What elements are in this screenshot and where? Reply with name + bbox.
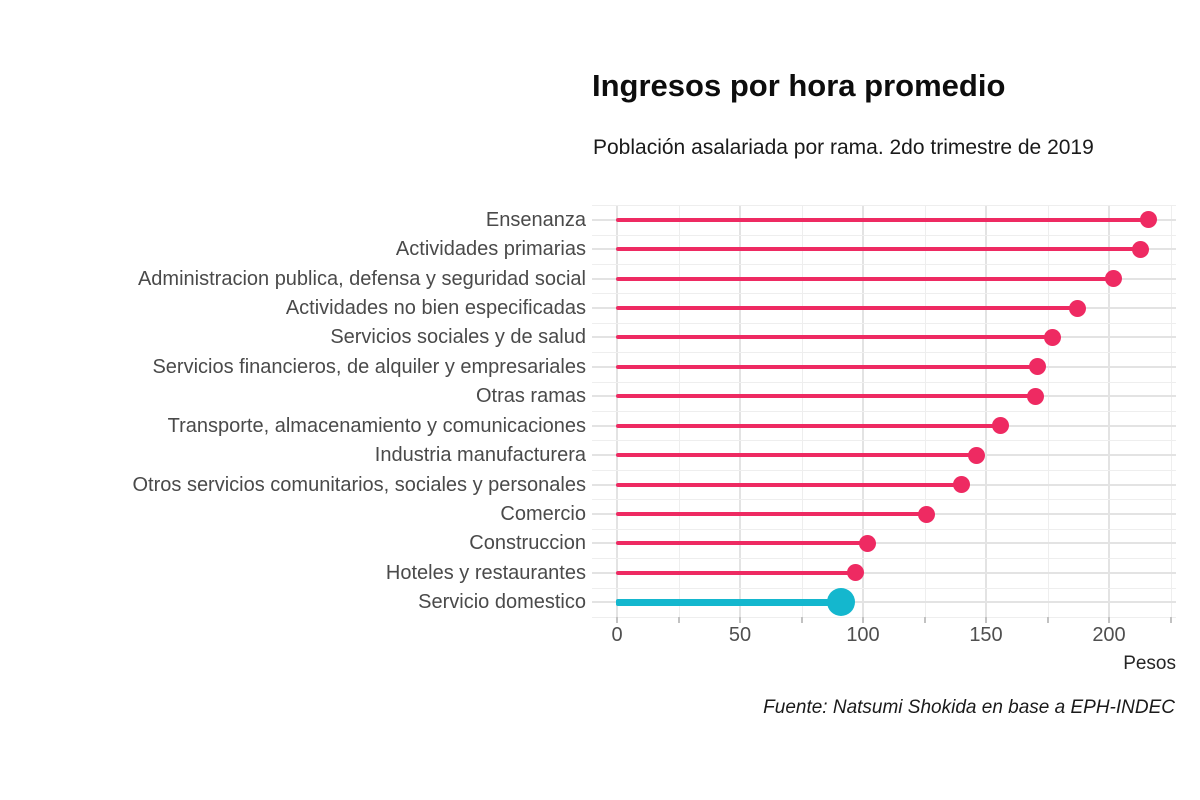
x-axis-tick <box>616 617 618 623</box>
category-label: Transporte, almacenamiento y comunicacio… <box>167 414 586 437</box>
x-axis-tick <box>1169 617 1172 623</box>
category-label: Actividades primarias <box>395 238 586 261</box>
lollipop-line <box>616 512 927 516</box>
x-axis-tick <box>862 617 864 623</box>
lollipop-line <box>616 453 977 458</box>
gridline-vertical-minor <box>1047 205 1049 617</box>
category-label: Administracion publica, defensa y seguri… <box>137 267 586 290</box>
category-label: Actividades no bien especificadas <box>285 297 586 320</box>
gridline-vertical-major <box>616 205 618 617</box>
gridline-horizontal-minor <box>592 440 1176 442</box>
lollipop-line <box>616 217 1149 222</box>
gridline-horizontal-minor <box>592 352 1176 354</box>
gridline-horizontal-major <box>592 542 1176 545</box>
lollipop-dot <box>992 417 1010 435</box>
gridline-horizontal-major <box>592 571 1176 574</box>
gridline-vertical-minor <box>801 205 803 617</box>
category-label: Comercio <box>500 503 586 525</box>
category-label: Servicios financieros, de alquiler y emp… <box>152 355 586 378</box>
lollipop-dot <box>918 505 936 523</box>
x-tick-label: 200 <box>1092 624 1126 646</box>
lollipop-dot <box>859 534 877 552</box>
x-axis-tick <box>1108 617 1110 623</box>
lollipop-line <box>616 394 1036 399</box>
gridline-vertical-minor <box>678 205 680 617</box>
gridline-horizontal-minor <box>592 587 1176 589</box>
x-tick-label: 100 <box>846 624 880 646</box>
x-axis-tick <box>923 617 926 623</box>
lollipop-dot <box>1029 358 1047 376</box>
gridline-horizontal-minor <box>592 469 1176 471</box>
gridline-horizontal-minor <box>592 381 1176 383</box>
gridline-horizontal-minor <box>592 263 1176 265</box>
lollipop-dot <box>1043 328 1061 346</box>
lollipop-dot <box>847 564 865 582</box>
source-note: Fuente: Natsumi Shokida en base a EPH-IN… <box>763 697 1175 718</box>
x-axis-tick <box>1046 617 1049 623</box>
lollipop-line <box>616 364 1038 369</box>
gridline-horizontal-minor <box>592 558 1176 560</box>
gridline-horizontal-minor <box>592 528 1176 530</box>
category-label: Construccion <box>469 532 586 555</box>
category-label: Industria manufacturera <box>374 444 586 467</box>
gridline-vertical-minor <box>924 205 926 617</box>
x-tick-label: 0 <box>611 624 623 646</box>
gridline-vertical-major <box>985 205 987 617</box>
x-tick-label: 50 <box>728 624 752 646</box>
lollipop-line <box>616 276 1114 281</box>
lollipop-line <box>616 482 962 487</box>
lollipop-line <box>616 570 856 575</box>
gridline-horizontal-major <box>592 601 1176 604</box>
chart-subtitle: Población asalariada por rama. 2do trime… <box>593 136 1094 159</box>
lollipop-line <box>616 247 1141 252</box>
lollipop-dot <box>1026 387 1044 405</box>
category-label: Servicios sociales y de salud <box>330 326 586 349</box>
lollipop-dot <box>1139 211 1157 229</box>
gridline-horizontal-minor <box>592 205 1176 207</box>
gridline-horizontal-minor <box>592 411 1176 413</box>
gridline-horizontal-minor <box>592 293 1176 295</box>
gridline-vertical-major <box>862 205 864 617</box>
gridline-horizontal-minor <box>592 616 1176 618</box>
x-axis-tick <box>800 617 803 623</box>
lollipop-line <box>616 541 868 546</box>
gridline-vertical-minor <box>1170 205 1172 617</box>
category-label: Otras ramas <box>475 385 586 408</box>
gridline-horizontal-minor <box>592 234 1176 236</box>
gridline-vertical-major <box>1108 205 1110 617</box>
x-axis-tick <box>677 617 680 623</box>
gridline-horizontal-minor <box>592 499 1176 501</box>
lollipop-line <box>616 335 1053 340</box>
x-tick-label: 150 <box>969 624 1003 646</box>
lollipop-dot <box>1105 270 1123 288</box>
lollipop-dot-highlight <box>826 588 855 617</box>
lollipop-line <box>616 423 1001 428</box>
lollipop-dot <box>967 446 985 464</box>
category-label: Otros servicios comunitarios, sociales y… <box>132 473 586 496</box>
lollipop-dot <box>1132 240 1150 258</box>
x-axis-title: Pesos <box>1123 653 1176 674</box>
lollipop-dot <box>952 476 970 494</box>
category-label: Ensenanza <box>485 208 586 231</box>
chart-title: Ingresos por hora promedio <box>592 68 1006 103</box>
category-label: Servicio domestico <box>418 591 586 614</box>
gridline-vertical-major <box>739 205 741 617</box>
category-label: Hoteles y restaurantes <box>385 561 586 584</box>
x-axis-tick <box>985 617 987 623</box>
gridline-horizontal-minor <box>592 322 1176 324</box>
lollipop-line <box>616 306 1078 311</box>
lollipop-line-highlight <box>616 598 841 606</box>
lollipop-dot <box>1068 299 1086 317</box>
x-axis-tick <box>739 617 741 623</box>
